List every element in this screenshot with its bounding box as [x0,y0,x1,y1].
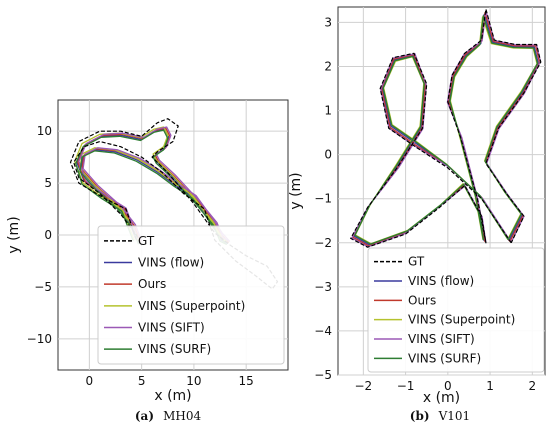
legend-box [97,225,285,365]
y-tick-label: −3 [314,280,332,294]
legend-label: VINS (Superpoint) [408,313,515,327]
series-line-vins-surf [75,129,227,245]
legend-label: Ours [138,277,166,291]
legend-label: GT [408,255,425,269]
y-tick-label: −1 [314,192,332,206]
legend-v101: GT VINS (flow) Ours VINS (Superpoint) VINS (… [367,247,545,373]
y-tick-label: −5 [314,368,332,382]
legend-mh04: GT VINS (flow) Ours VINS (Superpoint) VINS (… [97,225,285,365]
x-axis-label-v101: x (m) [423,390,460,406]
y-tick-label: 1 [324,104,332,118]
x-tick-label: −2 [354,379,372,393]
chart-v101: −2 −1 0 1 2 −5 −4 −3 −2 −1 0 1 2 3 x (m) y (m) GT VINS… [288,6,546,424]
legend-label: VINS (Superpoint) [138,299,245,313]
series-line-vins-superpoint [74,126,227,242]
legend-label: VINS (SURF) [408,351,481,365]
y-tick-label: 10 [37,124,52,138]
x-tick-label: 10 [186,374,201,388]
legend-label: VINS (SURF) [138,342,211,356]
caption-text-mh04: MH04 [163,409,201,423]
tick-labels-v101: −2 −1 0 1 2 −5 −4 −3 −2 −1 0 1 2 3 [314,15,536,393]
y-tick-label: −10 [27,332,52,346]
x-tick-label: 1 [486,379,494,393]
y-tick-label: 0 [44,228,52,242]
x-tick-label: 5 [138,374,146,388]
x-tick-label: 15 [239,374,254,388]
caption-v101: (b) V101 [410,405,470,424]
y-tick-label: −5 [34,280,52,294]
series-line-gt [350,8,542,248]
y-tick-label: 3 [324,15,332,29]
tick-labels-mh04: 0 5 10 15 −10 −5 0 5 10 [27,124,254,388]
y-axis-label-mh04: y (m) [6,216,22,253]
caption-tag-v101: (b) [410,409,430,423]
legend-label: GT [138,234,155,248]
x-tick-label: 2 [529,379,537,393]
series-lines-v101 [350,8,542,248]
legend-label: VINS (SIFT) [408,332,475,346]
y-tick-label: −2 [314,236,332,250]
x-axis-label-mh04: x (m) [154,388,191,404]
y-tick-label: 5 [44,176,52,190]
legend-label: Ours [408,293,436,307]
series-line-vins-surf [354,15,539,245]
y-tick-label: 0 [324,148,332,162]
y-axis-label-v101: y (m) [288,172,304,209]
y-tick-label: −4 [314,324,332,338]
legend-box [367,247,545,373]
y-tick-label: 2 [324,59,332,73]
x-tick-label: 0 [86,374,94,388]
x-tick-label: −1 [397,379,415,393]
legend-label: VINS (flow) [408,274,474,288]
caption-text-v101: V101 [438,409,471,423]
series-line-vins-sift [78,126,231,242]
caption-tag-mh04: (a) [135,409,154,423]
x-tick-label: 0 [444,379,452,393]
caption-mh04: (a) MH04 [135,405,202,424]
legend-label: VINS (SIFT) [138,321,205,335]
chart-mh04: 0 5 10 15 −10 −5 0 5 10 x (m) y (m) GT VINS (flow… [6,99,289,424]
legend-label: VINS (flow) [138,256,204,270]
